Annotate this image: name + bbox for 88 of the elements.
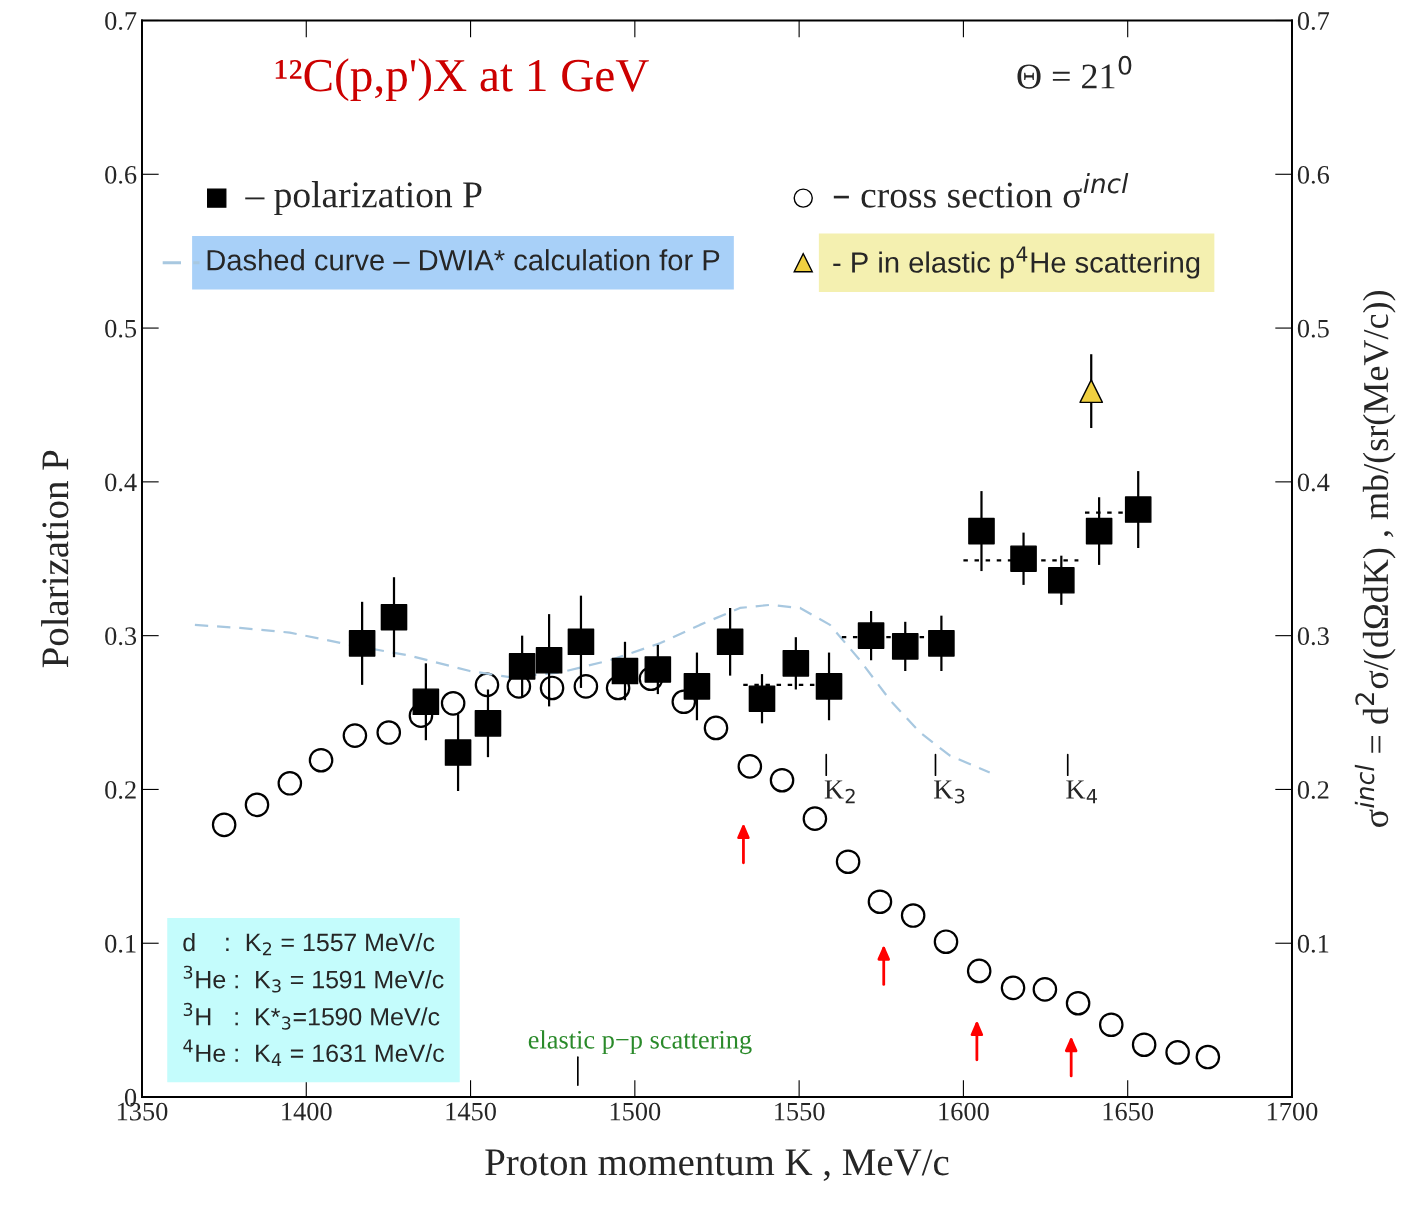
point: [928, 630, 955, 657]
text: Θ = 21$^{0}$: [1017, 55, 1132, 89]
point: [342, 723, 368, 748]
x-tick-label: 1450: [446, 1102, 496, 1121]
point: [1032, 977, 1058, 1002]
point: [857, 622, 885, 649]
point: [535, 646, 563, 674]
x-axis-title: Proton momentum K , MeV/c: [485, 1149, 949, 1182]
point: [412, 688, 440, 716]
point: [567, 628, 595, 656]
x-tick-label: 1650: [1103, 1102, 1154, 1121]
y2-tick-label: 0.6: [1297, 165, 1330, 184]
point: [1010, 545, 1037, 573]
y-tick-label: 0.2: [105, 781, 136, 799]
annotation: $^{3}$H : K*$_{3}$=1590 MeV/c: [183, 1002, 440, 1030]
point: [683, 673, 711, 700]
point: [244, 792, 270, 818]
point: [782, 650, 810, 677]
line-series: [193, 603, 991, 774]
x-tick-label: 1550: [775, 1102, 825, 1121]
point: [1195, 1044, 1221, 1070]
point: [1048, 566, 1075, 594]
x-tick-label: 1500: [610, 1102, 661, 1121]
y2-tick-label: 0.2: [1297, 781, 1329, 799]
point: [508, 653, 536, 680]
y-tick-label: 0.7: [105, 12, 137, 31]
y-tick-label: 0.3: [105, 627, 137, 646]
point: [933, 929, 959, 955]
legend-label: Dashed curve – DWIA* calculation for P: [207, 249, 720, 271]
point: [748, 685, 776, 713]
point: [1165, 1040, 1190, 1065]
point: [308, 747, 334, 773]
point: [703, 715, 729, 741]
text: ¹²C(p,p')X at 1 GeV: [275, 58, 649, 102]
point: [440, 691, 466, 716]
annotation: K$_{2}$: [824, 780, 855, 804]
point: [644, 656, 672, 683]
point: [835, 849, 861, 875]
y-tick-label: 0.6: [105, 165, 137, 184]
y-axis-title: Polarization P: [41, 450, 69, 668]
x-tick-label: 1700: [1267, 1102, 1318, 1121]
point: [1098, 1012, 1124, 1038]
point: [348, 630, 376, 657]
y2-tick-label: 0.5: [1297, 319, 1329, 338]
y-tick-label: 0.4: [105, 473, 137, 492]
annotation: $^{4}$He : K$_{4}$ = 1631 MeV/c: [183, 1039, 445, 1066]
point: [211, 812, 237, 838]
legend-label: - P in elastic p$^{4}$He scattering: [833, 246, 1200, 279]
annotation: $^{3}$He : K$_{3}$ = 1591 MeV/c: [183, 965, 444, 993]
point: [474, 710, 502, 737]
point: [737, 754, 763, 779]
point: [968, 517, 995, 545]
point: [380, 603, 408, 631]
annotation: K$_{3}$: [933, 780, 965, 804]
point: [611, 657, 639, 685]
annotation: elastic p−p scattering: [528, 1030, 752, 1055]
point: [900, 903, 926, 928]
y-tick-label: 0.5: [105, 319, 137, 338]
point: [815, 673, 843, 700]
y2-axis-title: σ$^{incl}$ = d$^{2}$σ/(dΩdK) , mb/(sr(MeV/c)): [1354, 290, 1396, 827]
point: [1065, 990, 1091, 1016]
x-tick-label: 1600: [939, 1102, 989, 1121]
point: [444, 739, 472, 766]
point: [1131, 1032, 1157, 1058]
point: [474, 672, 500, 698]
y2-tick-label: 0.1: [1297, 934, 1329, 953]
point: [1000, 975, 1026, 1001]
y-tick-label: 0.1: [105, 934, 136, 953]
legend-label: – cross section σ$^{incl}$: [833, 173, 1129, 208]
point: [966, 958, 992, 984]
y2-tick-label: 0.3: [1297, 627, 1329, 646]
point: [769, 767, 795, 793]
point: [867, 889, 893, 915]
point: [376, 720, 402, 745]
point: [1124, 496, 1152, 523]
point: [716, 628, 744, 656]
y2-tick-label: 0.7: [1297, 12, 1330, 31]
point: [891, 633, 919, 660]
annotation: d : K$_{2}$ = 1557 MeV/c: [183, 932, 435, 956]
point: [1079, 379, 1104, 404]
point: [277, 770, 303, 796]
legend-label: – polarization P: [245, 181, 482, 216]
y2-tick-label: 0.4: [1297, 473, 1330, 492]
x-tick-label: 1400: [282, 1102, 332, 1121]
point: [802, 806, 828, 831]
annotation: K$_{4}$: [1066, 780, 1098, 804]
point: [573, 674, 599, 699]
point: [1085, 517, 1113, 545]
